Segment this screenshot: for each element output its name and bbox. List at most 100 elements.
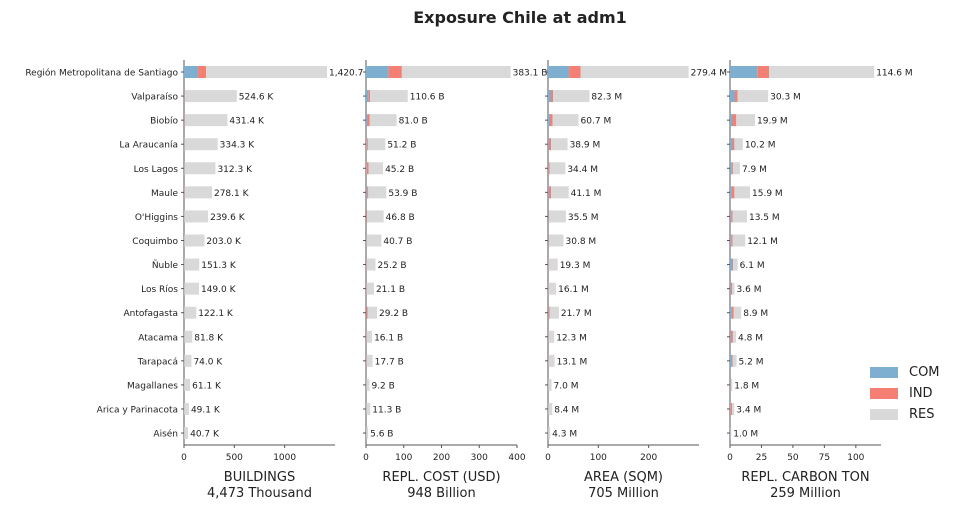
legend-item-com: COM xyxy=(870,362,940,383)
bar-3-antofagasta-com xyxy=(730,306,732,319)
data-label-2-valparaiso: 82.3 M xyxy=(591,93,622,103)
data-label-0-los-rios: 149.0 K xyxy=(201,285,237,295)
bar-3-coquimbo-ind xyxy=(731,234,733,247)
bar-2-valparaiso-com xyxy=(548,90,552,103)
bar-3-los-rios-res xyxy=(732,282,735,295)
bar-1-region-metropolitana-de-santiago-res xyxy=(401,66,511,78)
data-label-1-antofagasta: 29.2 B xyxy=(379,309,408,319)
bar-1-region-metropolitana-de-santiago-ind xyxy=(388,66,402,78)
legend-label-res: RES xyxy=(909,407,935,422)
bar-0-valparaiso-com xyxy=(184,90,185,103)
bar-3-nuble-com xyxy=(730,258,733,271)
bar-1-maule-com xyxy=(366,186,368,199)
data-label-1-region-metropolitana-de-santiago: 383.1 B xyxy=(513,69,548,79)
bar-3-arica-y-parinacota-res xyxy=(732,402,735,415)
data-label-2-o-higgins: 35.5 M xyxy=(568,213,599,223)
bar-3-region-metropolitana-de-santiago-com xyxy=(730,66,758,78)
data-label-2-magallanes: 7.0 M xyxy=(554,381,579,391)
bar-2-o-higgins-com xyxy=(548,210,549,223)
bar-0-biobio-ind xyxy=(184,114,185,127)
bar-3-o-higgins-ind xyxy=(731,210,733,223)
bar-0-los-lagos-res xyxy=(184,162,216,175)
bar-2-la-araucania-res xyxy=(551,138,568,151)
bar-2-los-lagos-res xyxy=(549,162,566,175)
chart-title: Exposure Chile at adm1 xyxy=(413,8,627,27)
category-label-coquimbo: Coquimbo xyxy=(132,237,178,247)
bar-3-arica-y-parinacota-com xyxy=(730,402,731,415)
bar-0-antofagasta-res xyxy=(184,306,197,319)
bar-2-atacama-res xyxy=(548,330,555,343)
bar-3-aisen-res xyxy=(730,427,732,440)
bar-2-biobio-ind xyxy=(550,114,553,127)
x-axis-label-2: AREA (SQM) xyxy=(584,470,663,485)
data-label-1-nuble: 25.2 B xyxy=(378,261,407,271)
bar-1-maule-ind xyxy=(367,186,369,199)
bar-3-valparaiso-com xyxy=(730,90,736,103)
x-tick-label-1-100: 100 xyxy=(395,453,412,463)
bar-2-coquimbo-com xyxy=(548,234,549,247)
data-label-0-los-lagos: 312.3 K xyxy=(217,165,253,175)
data-label-2-los-lagos: 34.4 M xyxy=(567,165,598,175)
bar-3-tarapaca-ind xyxy=(732,354,733,367)
legend-label-ind: IND xyxy=(909,386,933,401)
bar-2-antofagasta-ind xyxy=(548,306,550,319)
bar-1-biobio-res xyxy=(369,114,397,127)
bar-0-aisen-res xyxy=(184,427,189,440)
legend-label-com: COM xyxy=(909,365,940,380)
category-label-los-lagos: Los Lagos xyxy=(134,165,179,175)
category-label-nuble: Ñuble xyxy=(152,260,179,271)
bar-3-o-higgins-com xyxy=(730,210,732,223)
x-tick-label-3-50: 50 xyxy=(787,453,799,463)
category-label-antofagasta: Antofagasta xyxy=(123,309,178,319)
bar-3-los-lagos-com xyxy=(730,162,732,175)
bar-1-o-higgins-res xyxy=(367,210,384,223)
x-axis-label-0: BUILDINGS xyxy=(224,470,295,485)
data-label-1-biobio: 81.0 B xyxy=(399,117,428,127)
bar-0-biobio-res xyxy=(184,114,228,127)
bar-3-coquimbo-res xyxy=(732,234,746,247)
bar-1-los-lagos-ind xyxy=(366,162,369,175)
category-label-atacama: Atacama xyxy=(138,333,178,343)
x-tick-label-2-0: 0 xyxy=(545,453,551,463)
data-label-2-maule: 41.1 M xyxy=(571,189,602,199)
bar-1-valparaiso-ind xyxy=(368,90,371,103)
bar-0-valparaiso-res xyxy=(185,90,237,103)
data-label-0-antofagasta: 122.1 K xyxy=(198,309,234,319)
bar-3-biobio-res xyxy=(736,114,756,127)
bar-2-valparaiso-ind xyxy=(551,90,554,103)
bar-2-biobio-res xyxy=(552,114,579,127)
bar-3-antofagasta-ind xyxy=(731,306,734,319)
legend-swatch-com xyxy=(870,367,898,378)
bar-2-la-araucania-com xyxy=(548,138,550,151)
data-label-3-valparaiso: 30.3 M xyxy=(770,93,801,103)
bar-1-los-lagos-res xyxy=(368,162,384,175)
bar-0-tarapaca-res xyxy=(184,354,192,367)
data-label-0-o-higgins: 239.6 K xyxy=(210,213,246,223)
data-label-1-coquimbo: 40.7 B xyxy=(383,237,412,247)
bar-0-region-metropolitana-de-santiago-com xyxy=(184,66,199,78)
data-label-2-biobio: 60.7 M xyxy=(581,117,612,127)
data-label-2-arica-y-parinacota: 8.4 M xyxy=(554,405,579,415)
data-label-0-arica-y-parinacota: 49.1 K xyxy=(191,405,221,415)
bar-3-biobio-ind xyxy=(732,114,737,127)
bar-3-los-rios-ind xyxy=(731,282,733,295)
bar-3-nuble-res xyxy=(733,258,738,271)
x-tick-label-3-75: 75 xyxy=(819,453,830,463)
bar-3-antofagasta-res xyxy=(733,306,742,319)
bar-3-tarapaca-com xyxy=(730,354,733,367)
x-tick-label-2-100: 100 xyxy=(590,453,607,463)
legend-swatch-res xyxy=(870,409,898,420)
bar-2-los-rios-res xyxy=(548,282,557,295)
bar-2-los-lagos-ind xyxy=(548,162,550,175)
bar-1-los-lagos-com xyxy=(366,162,367,175)
x-tick-label-3-100: 100 xyxy=(847,453,864,463)
category-label-maule: Maule xyxy=(151,189,178,199)
data-label-3-la-araucania: 10.2 M xyxy=(745,141,776,151)
bar-3-o-higgins-res xyxy=(732,210,747,223)
x-tick-label-0-1000: 1000 xyxy=(273,453,296,463)
bar-2-coquimbo-res xyxy=(549,234,564,247)
data-label-3-magallanes: 1.8 M xyxy=(734,381,759,391)
data-label-3-arica-y-parinacota: 3.4 M xyxy=(736,405,761,415)
data-label-1-atacama: 16.1 B xyxy=(374,333,403,343)
x-tick-label-1-400: 400 xyxy=(508,453,525,463)
